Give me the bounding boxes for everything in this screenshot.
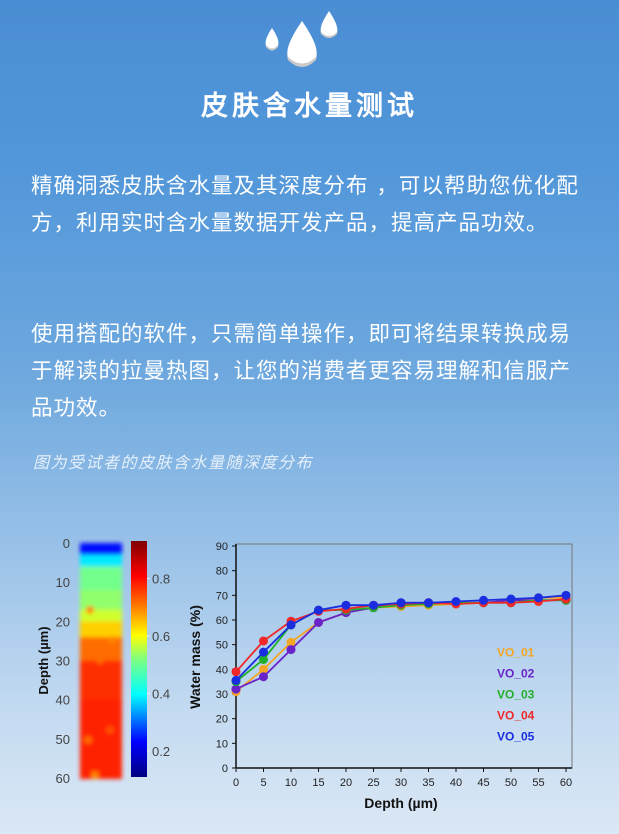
data-point <box>314 617 323 627</box>
heatmap-y-tick: 20 <box>56 614 70 629</box>
heatmap-band <box>80 660 122 701</box>
x-tick-label: 40 <box>450 777 462 789</box>
y-tick-label: 90 <box>216 541 228 553</box>
data-point <box>259 664 268 674</box>
line-chart: 0 10 20 30 40 50 60 70 80 90 0 5 10 15 20 25 30 35 40 45 50 5… <box>187 541 573 811</box>
data-point <box>561 590 571 600</box>
heatmap-image <box>80 543 122 779</box>
data-point <box>396 598 406 608</box>
data-point <box>259 647 268 657</box>
y-tick-label: 80 <box>216 566 228 578</box>
heatmap-y-tick: 50 <box>56 732 70 747</box>
legend-entry: VO_05 <box>497 730 535 744</box>
heatmap-spot <box>106 726 114 734</box>
y-tick-label: 10 <box>216 738 228 750</box>
x-tick-label: 30 <box>395 777 407 789</box>
colorbar-tick-label: 0.8 <box>152 571 170 586</box>
y-tick-label: 30 <box>216 689 228 701</box>
x-axis-label: Depth (µm) <box>364 795 437 811</box>
data-point <box>506 594 516 604</box>
data-point <box>341 600 351 610</box>
x-tick-label: 15 <box>312 777 324 789</box>
heatmap-y-tick: 0 <box>63 536 70 551</box>
heatmap-band <box>80 554 122 568</box>
data-point <box>231 675 241 685</box>
legend-entry: VO_03 <box>497 688 535 702</box>
colorbar-tick-label: 0.2 <box>152 744 170 759</box>
page-title: 皮肤含水量测试 <box>201 91 418 122</box>
heatmap-spot <box>84 736 92 744</box>
y-axis-label: Water mass (%) <box>187 605 203 709</box>
data-point <box>231 684 241 694</box>
legend-entry: VO_04 <box>497 709 535 723</box>
x-tick-label: 55 <box>532 777 544 789</box>
software-paragraph: 使用搭配的软件，只需简单操作，即可将结果转换成易于解读的拉曼热图，让您的消费者更… <box>31 322 572 421</box>
heatmap-spot <box>91 771 99 779</box>
heatmap-spot <box>86 606 94 614</box>
heatmap-spot <box>108 636 116 644</box>
colorbar-tick-label: 0.4 <box>152 687 170 702</box>
heatmap-spot <box>96 656 104 664</box>
series-VO_05 <box>231 590 571 685</box>
heatmap-band <box>80 566 122 591</box>
heatmap-y-tick: 60 <box>56 771 70 786</box>
x-tick-label: 25 <box>367 777 379 789</box>
heatmap-band <box>80 621 122 638</box>
x-tick-label: 50 <box>505 777 517 789</box>
data-point <box>231 667 241 677</box>
heatmap-y-label: Depth (µm) <box>36 626 51 694</box>
x-tick-label: 20 <box>340 777 352 789</box>
data-point <box>259 636 268 646</box>
data-point <box>259 654 268 664</box>
x-tick-label: 0 <box>233 777 239 789</box>
x-tick-label: 10 <box>285 777 297 789</box>
data-point <box>314 605 323 615</box>
y-tick-label: 40 <box>216 664 228 676</box>
legend-entry: VO_01 <box>497 646 535 660</box>
data-point <box>286 620 296 630</box>
y-tick-label: 60 <box>216 615 228 627</box>
heatmap-y-tick: 10 <box>56 575 70 590</box>
data-point <box>479 595 488 605</box>
y-tick-label: 50 <box>216 640 228 652</box>
water-drops-icon <box>265 11 338 67</box>
heatmap-band <box>80 543 122 556</box>
data-point <box>451 597 461 606</box>
figure-caption: 图为受试者的皮肤含水量随深度分布 <box>33 453 314 472</box>
x-tick-label: 5 <box>260 777 266 789</box>
heatmap-y-tick: 40 <box>56 693 70 708</box>
data-point <box>424 598 433 608</box>
heatmap: 0 10 20 30 40 50 60 Depth (µm) 0.2 0.4 0.6 0.8 <box>36 536 170 786</box>
x-tick-label: 60 <box>560 777 572 789</box>
x-tick-label: 35 <box>422 777 434 789</box>
x-tick-label: 45 <box>477 777 489 789</box>
data-point <box>286 637 296 647</box>
data-point <box>534 593 543 603</box>
y-tick-label: 0 <box>222 763 228 775</box>
data-point <box>286 645 296 655</box>
heatmap-band <box>80 590 122 611</box>
colorbar-tick-label: 0.6 <box>152 629 170 644</box>
y-tick-label: 20 <box>216 714 228 726</box>
data-point <box>369 600 378 610</box>
intro-paragraph: 精确洞悉皮肤含水量及其深度分布 ，可以帮助您优化配方，利用实时含水量数据开发产品… <box>31 174 579 236</box>
y-tick-label: 70 <box>216 590 228 602</box>
heatmap-y-tick: 30 <box>56 654 70 669</box>
data-point <box>259 672 268 682</box>
colorbar <box>131 541 147 777</box>
legend-entry: VO_02 <box>497 667 535 681</box>
